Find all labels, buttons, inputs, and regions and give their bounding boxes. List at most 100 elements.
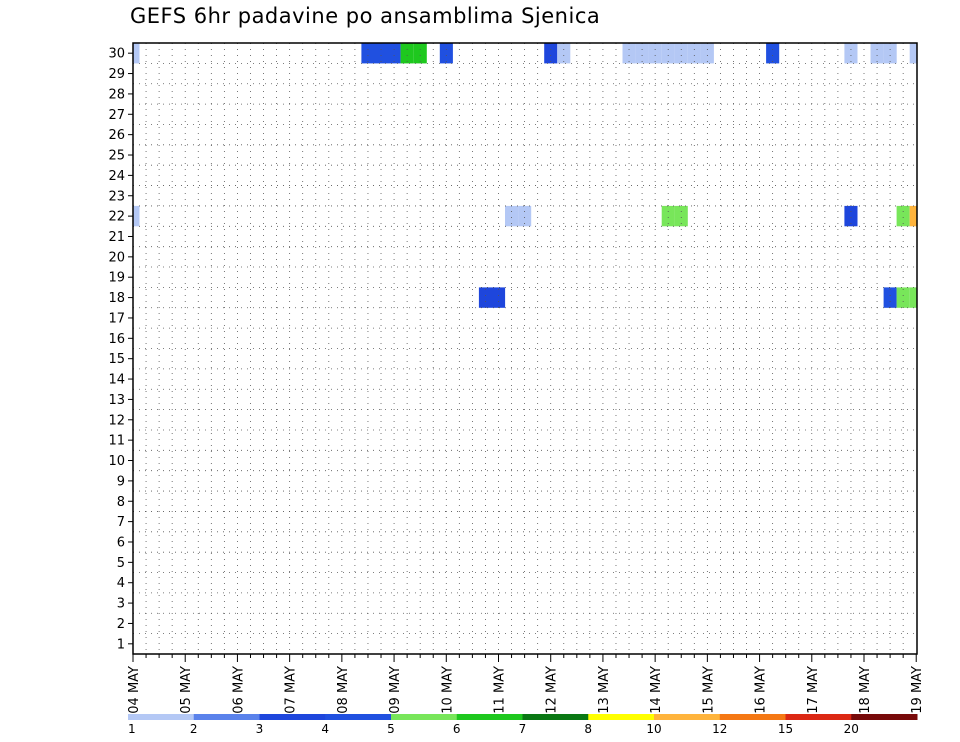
y-tick-label: 6 bbox=[117, 535, 125, 550]
y-tick-label: 11 bbox=[108, 434, 125, 449]
precip-cell bbox=[622, 43, 636, 64]
x-tick-label: 17 MAY bbox=[806, 666, 821, 714]
x-tick-label: 09 MAY bbox=[388, 666, 403, 714]
y-axis-ticks: 1234567891011121314151617181920212223242… bbox=[108, 47, 133, 652]
colorbar-swatch bbox=[325, 714, 392, 720]
x-tick-label: 19 MAY bbox=[910, 666, 925, 714]
colorbar-swatch bbox=[851, 714, 918, 720]
colorbar-swatch bbox=[128, 714, 195, 720]
y-tick-label: 23 bbox=[108, 189, 125, 204]
y-tick-label: 30 bbox=[108, 47, 125, 62]
precip-cell bbox=[909, 287, 917, 308]
y-tick-label: 1 bbox=[117, 637, 125, 652]
y-tick-label: 16 bbox=[108, 332, 125, 347]
x-tick-label: 06 MAY bbox=[231, 666, 246, 714]
x-tick-label: 04 MAY bbox=[127, 666, 142, 714]
precip-cell bbox=[544, 43, 558, 64]
precip-cell bbox=[909, 43, 917, 64]
colorbar-label: 12 bbox=[712, 722, 727, 736]
precip-cell bbox=[674, 43, 688, 64]
precip-cell bbox=[492, 287, 506, 308]
y-tick-label: 15 bbox=[108, 352, 125, 367]
y-tick-label: 28 bbox=[108, 87, 125, 102]
x-tick-label: 10 MAY bbox=[440, 666, 455, 714]
precip-cell bbox=[896, 287, 910, 308]
x-tick-label: 18 MAY bbox=[858, 666, 873, 714]
colorbar-swatch bbox=[522, 714, 589, 720]
colorbar-swatch bbox=[193, 714, 260, 720]
y-tick-label: 21 bbox=[108, 230, 125, 245]
precip-cell bbox=[844, 43, 858, 64]
grid-lines bbox=[133, 43, 917, 654]
precip-cell bbox=[400, 43, 414, 64]
precip-cell bbox=[883, 43, 897, 64]
y-tick-label: 10 bbox=[108, 454, 125, 469]
colorbar-swatch bbox=[391, 714, 458, 720]
precip-cell bbox=[557, 43, 571, 64]
precip-cell bbox=[133, 43, 140, 64]
x-tick-label: 14 MAY bbox=[649, 666, 664, 714]
precip-cell bbox=[700, 43, 714, 64]
precip-cell bbox=[896, 205, 910, 227]
colorbar-label: 3 bbox=[256, 722, 264, 736]
y-tick-label: 20 bbox=[108, 250, 125, 265]
y-tick-label: 25 bbox=[108, 149, 125, 164]
x-tick-label: 15 MAY bbox=[701, 666, 716, 714]
y-tick-label: 13 bbox=[108, 393, 125, 408]
x-tick-label: 05 MAY bbox=[179, 666, 194, 714]
colorbar-swatch bbox=[456, 714, 523, 720]
precip-cell bbox=[648, 43, 662, 64]
precip-cell bbox=[674, 205, 688, 227]
precip-cell bbox=[661, 43, 675, 64]
y-tick-label: 12 bbox=[108, 413, 125, 428]
colorbar-label: 1 bbox=[128, 722, 136, 736]
y-tick-label: 22 bbox=[108, 210, 125, 225]
x-tick-label: 11 MAY bbox=[493, 666, 508, 714]
precip-cell bbox=[909, 205, 917, 227]
precip-cell bbox=[883, 287, 897, 308]
x-axis-ticks: 04 MAY 05 MAY 06 MAY 07 MAY 08 MAY 09 MAY 10 M… bbox=[127, 654, 925, 714]
precip-cell bbox=[518, 205, 532, 227]
colorbar-label: 10 bbox=[646, 722, 661, 736]
colorbar-swatch bbox=[259, 714, 326, 720]
y-tick-label: 14 bbox=[108, 373, 125, 388]
colorbar-swatch bbox=[719, 714, 786, 720]
color-legend: 1 2 3 4 5 6 7 8 10 12 15 20 bbox=[128, 714, 918, 736]
y-tick-label: 4 bbox=[117, 576, 125, 591]
x-tick-label: 13 MAY bbox=[597, 666, 612, 714]
precipitation-cells bbox=[133, 43, 917, 308]
precip-cell bbox=[478, 287, 492, 308]
precip-cell bbox=[687, 43, 701, 64]
y-tick-label: 18 bbox=[108, 291, 125, 306]
colorbar-label: 2 bbox=[190, 722, 198, 736]
precip-cell bbox=[635, 43, 649, 64]
y-tick-label: 27 bbox=[108, 108, 125, 123]
x-tick-label: 16 MAY bbox=[754, 666, 769, 714]
y-tick-label: 29 bbox=[108, 67, 125, 82]
y-tick-label: 26 bbox=[108, 128, 125, 143]
colorbar-label: 7 bbox=[519, 722, 527, 736]
precip-cell bbox=[844, 205, 858, 227]
x-tick-label: 12 MAY bbox=[545, 666, 560, 714]
x-tick-label: 07 MAY bbox=[284, 666, 299, 714]
colorbar-label: 15 bbox=[778, 722, 793, 736]
precip-cell bbox=[661, 205, 675, 227]
colorbar-swatch bbox=[588, 714, 655, 720]
precip-cell bbox=[870, 43, 884, 64]
colorbar-swatch bbox=[654, 714, 721, 720]
y-tick-label: 19 bbox=[108, 271, 125, 286]
precip-cell bbox=[766, 43, 780, 64]
chart-title: GEFS 6hr padavine po ansamblima Sjenica bbox=[130, 4, 601, 28]
colorbar-label: 8 bbox=[584, 722, 592, 736]
y-tick-label: 7 bbox=[117, 515, 125, 530]
colorbar-swatch bbox=[785, 714, 852, 720]
y-tick-label: 3 bbox=[117, 597, 125, 612]
precip-cell bbox=[133, 205, 140, 227]
y-tick-label: 8 bbox=[117, 495, 125, 510]
y-tick-label: 5 bbox=[117, 556, 125, 571]
colorbar-label: 4 bbox=[321, 722, 329, 736]
precip-cell bbox=[505, 205, 519, 227]
colorbar-label: 5 bbox=[387, 722, 395, 736]
y-tick-label: 24 bbox=[108, 169, 125, 184]
